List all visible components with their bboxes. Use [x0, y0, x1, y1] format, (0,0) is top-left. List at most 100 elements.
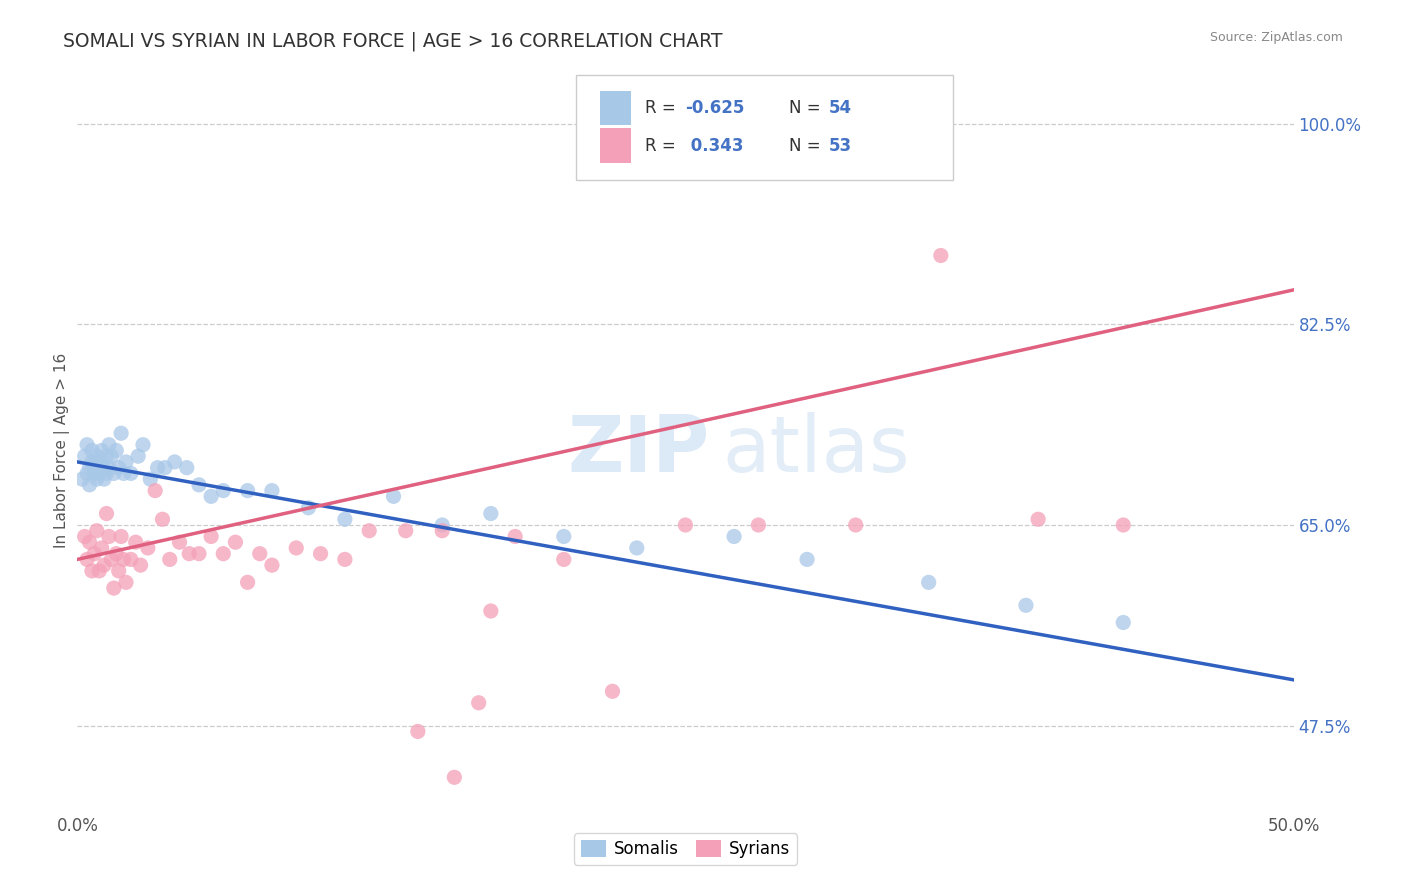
- Point: [1026, 512, 1049, 526]
- FancyBboxPatch shape: [600, 91, 631, 125]
- Point: [127, 449, 149, 463]
- Point: [176, 460, 198, 475]
- Point: [249, 547, 271, 561]
- Text: atlas: atlas: [721, 412, 910, 489]
- Point: [70, 472, 93, 486]
- Point: [200, 489, 222, 503]
- Point: [430, 518, 453, 533]
- Point: [796, 552, 818, 566]
- Legend: Somalis, Syrians: Somalis, Syrians: [574, 833, 797, 865]
- Point: [83, 460, 105, 475]
- Point: [479, 604, 502, 618]
- Point: [96, 467, 118, 481]
- Point: [105, 443, 128, 458]
- Text: R =: R =: [645, 136, 682, 154]
- Point: [359, 524, 381, 538]
- Point: [929, 248, 952, 262]
- Point: [93, 472, 115, 486]
- Point: [89, 467, 111, 481]
- Point: [103, 581, 125, 595]
- Point: [443, 770, 465, 784]
- Point: [112, 552, 135, 566]
- Point: [105, 547, 128, 561]
- Point: [90, 541, 112, 555]
- Point: [479, 507, 502, 521]
- Point: [224, 535, 246, 549]
- Point: [79, 478, 101, 492]
- Text: ZIP: ZIP: [568, 412, 710, 489]
- Point: [79, 535, 101, 549]
- Point: [80, 455, 103, 469]
- Point: [212, 483, 235, 498]
- Point: [260, 558, 283, 573]
- Text: Source: ZipAtlas.com: Source: ZipAtlas.com: [1209, 31, 1343, 45]
- Point: [86, 524, 108, 538]
- Point: [626, 541, 648, 555]
- Point: [159, 552, 181, 566]
- Point: [845, 518, 868, 533]
- Point: [146, 460, 169, 475]
- Text: N =: N =: [789, 136, 825, 154]
- Point: [152, 512, 174, 526]
- Point: [188, 478, 211, 492]
- Point: [1112, 518, 1135, 533]
- Point: [503, 529, 526, 543]
- Point: [143, 483, 166, 498]
- Text: 53: 53: [830, 136, 852, 154]
- Point: [236, 483, 259, 498]
- Point: [333, 552, 356, 566]
- Point: [200, 529, 222, 543]
- Point: [747, 518, 769, 533]
- Point: [553, 529, 575, 543]
- Point: [93, 558, 115, 573]
- Point: [120, 552, 142, 566]
- Point: [90, 460, 112, 475]
- Point: [93, 460, 115, 475]
- Point: [675, 518, 697, 533]
- Point: [333, 512, 356, 526]
- Text: N =: N =: [789, 99, 825, 117]
- Point: [83, 467, 105, 481]
- Point: [139, 472, 162, 486]
- Point: [73, 529, 96, 543]
- Point: [1015, 599, 1038, 613]
- Point: [100, 552, 122, 566]
- Y-axis label: In Labor Force | Age > 16: In Labor Force | Age > 16: [55, 353, 70, 548]
- Point: [110, 529, 132, 543]
- Point: [76, 552, 98, 566]
- Point: [90, 443, 112, 458]
- Point: [188, 547, 211, 561]
- Point: [110, 426, 132, 441]
- Point: [89, 564, 111, 578]
- Point: [97, 529, 120, 543]
- Point: [83, 547, 105, 561]
- Point: [73, 449, 96, 463]
- Point: [86, 449, 108, 463]
- Point: [602, 684, 624, 698]
- Point: [136, 541, 159, 555]
- Point: [132, 438, 155, 452]
- Point: [212, 547, 235, 561]
- Text: 54: 54: [830, 99, 852, 117]
- Point: [129, 558, 152, 573]
- Point: [260, 483, 283, 498]
- FancyBboxPatch shape: [576, 75, 953, 179]
- Point: [100, 449, 122, 463]
- Point: [112, 467, 135, 481]
- Text: SOMALI VS SYRIAN IN LABOR FORCE | AGE > 16 CORRELATION CHART: SOMALI VS SYRIAN IN LABOR FORCE | AGE > …: [63, 31, 723, 51]
- Point: [76, 467, 98, 481]
- Point: [86, 472, 108, 486]
- Point: [236, 575, 259, 590]
- Point: [97, 438, 120, 452]
- Point: [179, 547, 201, 561]
- Point: [107, 564, 129, 578]
- Point: [309, 547, 332, 561]
- Point: [467, 696, 489, 710]
- Point: [96, 507, 118, 521]
- Text: -0.625: -0.625: [686, 99, 745, 117]
- Point: [120, 467, 142, 481]
- Point: [297, 500, 319, 515]
- Point: [918, 575, 941, 590]
- Point: [153, 460, 176, 475]
- Point: [80, 564, 103, 578]
